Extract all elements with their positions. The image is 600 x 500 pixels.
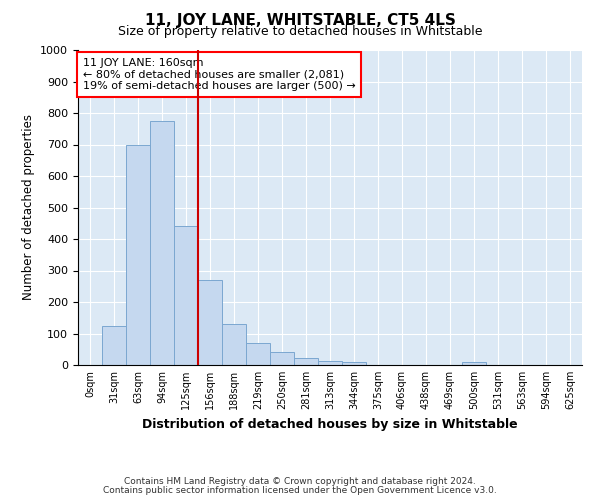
Bar [294,358,318,365]
Bar [102,326,126,365]
Bar [222,324,246,365]
Bar [126,144,150,365]
Bar [318,361,342,365]
Bar [174,226,198,365]
Text: Size of property relative to detached houses in Whitstable: Size of property relative to detached ho… [118,25,482,38]
Bar [342,362,366,365]
Y-axis label: Number of detached properties: Number of detached properties [22,114,35,300]
Text: Contains public sector information licensed under the Open Government Licence v3: Contains public sector information licen… [103,486,497,495]
Text: 11 JOY LANE: 160sqm
← 80% of detached houses are smaller (2,081)
19% of semi-det: 11 JOY LANE: 160sqm ← 80% of detached ho… [83,58,356,91]
Bar [270,352,294,365]
Bar [198,280,222,365]
X-axis label: Distribution of detached houses by size in Whitstable: Distribution of detached houses by size … [142,418,518,430]
Bar [246,343,270,365]
Bar [462,362,486,365]
Text: 11, JOY LANE, WHITSTABLE, CT5 4LS: 11, JOY LANE, WHITSTABLE, CT5 4LS [145,12,455,28]
Bar [150,121,174,365]
Text: Contains HM Land Registry data © Crown copyright and database right 2024.: Contains HM Land Registry data © Crown c… [124,477,476,486]
